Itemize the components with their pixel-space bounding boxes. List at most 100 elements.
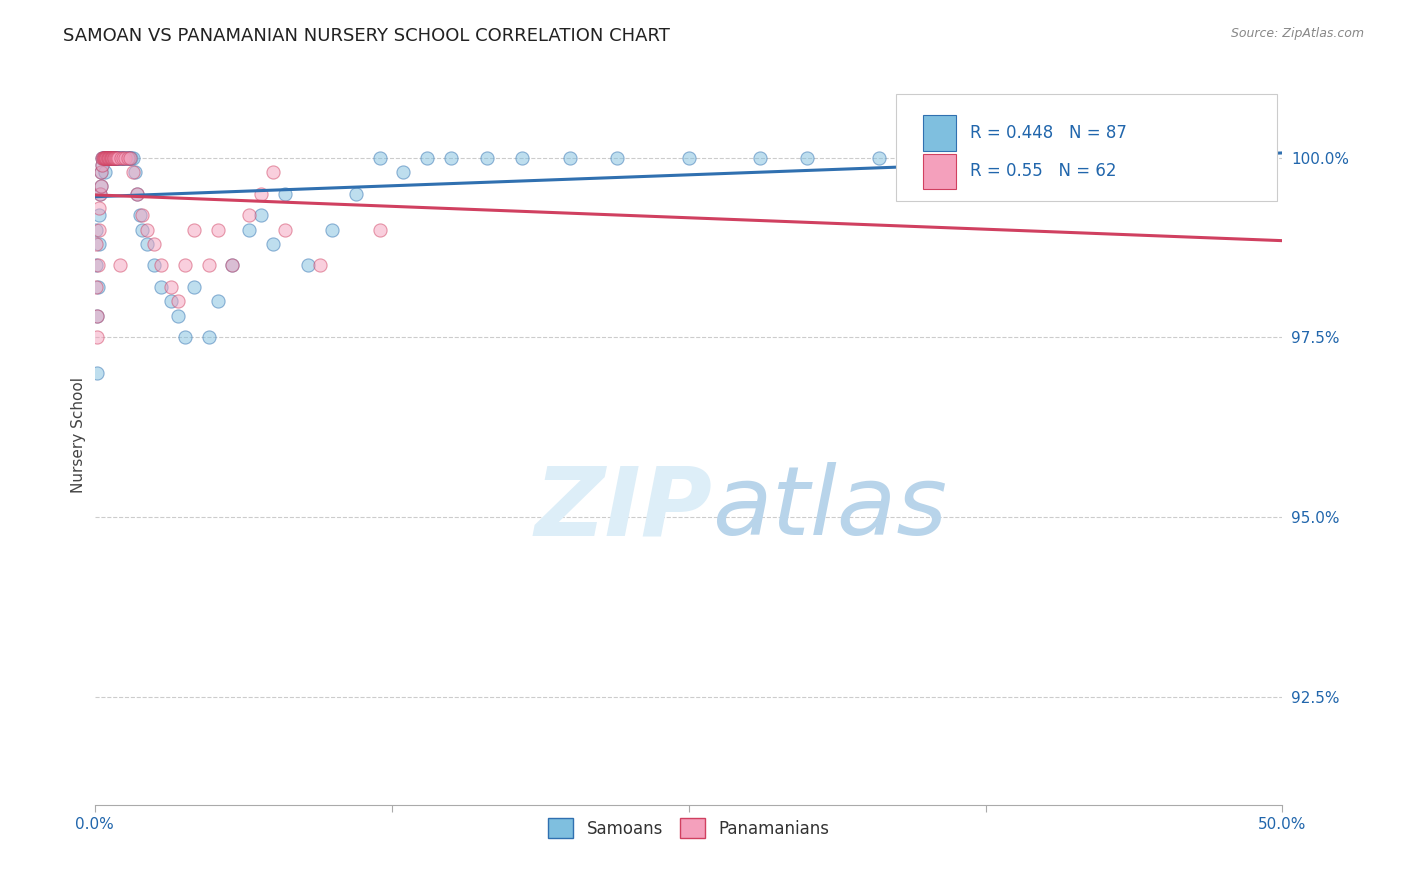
Point	[868, 151, 890, 165]
Point	[112, 151, 135, 165]
Point	[135, 236, 157, 251]
Point	[183, 222, 205, 236]
Point	[91, 151, 114, 165]
Point	[96, 151, 118, 165]
Point	[124, 165, 146, 179]
Point	[159, 280, 181, 294]
Point	[90, 179, 112, 194]
Point	[93, 165, 115, 179]
Point	[110, 151, 132, 165]
Point	[100, 151, 122, 165]
Point	[1223, 151, 1246, 165]
Point	[91, 151, 114, 165]
Text: SAMOAN VS PANAMANIAN NURSERY SCHOOL CORRELATION CHART: SAMOAN VS PANAMANIAN NURSERY SCHOOL CORR…	[63, 27, 671, 45]
Point	[89, 186, 111, 201]
Point	[87, 222, 110, 236]
Point	[309, 259, 332, 273]
Point	[98, 151, 121, 165]
Point	[127, 186, 149, 201]
Point	[159, 294, 181, 309]
Point	[90, 179, 112, 194]
Point	[128, 208, 150, 222]
Point	[131, 208, 153, 222]
Point	[207, 222, 229, 236]
Point	[86, 280, 108, 294]
Point	[166, 309, 188, 323]
Point	[84, 236, 107, 251]
Point	[120, 151, 142, 165]
Point	[107, 151, 129, 165]
Text: Source: ZipAtlas.com: Source: ZipAtlas.com	[1230, 27, 1364, 40]
Point	[98, 151, 121, 165]
Point	[135, 222, 157, 236]
Point	[273, 186, 295, 201]
Text: ZIP: ZIP	[534, 462, 713, 555]
Point	[103, 151, 125, 165]
Point	[94, 151, 117, 165]
Point	[150, 259, 173, 273]
Point	[117, 151, 139, 165]
Point	[104, 151, 127, 165]
Point	[321, 222, 343, 236]
Point	[115, 151, 138, 165]
Point	[96, 151, 118, 165]
Point	[86, 259, 108, 273]
Point	[98, 151, 121, 165]
Point	[262, 236, 284, 251]
Point	[368, 222, 391, 236]
Point	[114, 151, 136, 165]
Point	[86, 309, 108, 323]
Point	[262, 165, 284, 179]
Point	[87, 280, 110, 294]
Point	[90, 158, 112, 172]
Point	[197, 330, 219, 344]
Point	[238, 222, 260, 236]
Point	[121, 165, 143, 179]
Point	[101, 151, 124, 165]
Point	[120, 151, 142, 165]
Point	[250, 186, 273, 201]
Point	[96, 151, 118, 165]
Point	[100, 151, 122, 165]
Point	[93, 151, 115, 165]
Point	[183, 280, 205, 294]
Point	[89, 165, 111, 179]
Point	[166, 294, 188, 309]
Point	[297, 259, 319, 273]
Point	[97, 151, 120, 165]
Point	[114, 151, 136, 165]
Point	[86, 367, 108, 381]
Point	[93, 151, 115, 165]
Point	[93, 151, 115, 165]
Point	[94, 151, 117, 165]
Point	[111, 151, 134, 165]
Point	[103, 151, 125, 165]
Point	[87, 236, 110, 251]
Point	[91, 151, 114, 165]
Point	[97, 151, 120, 165]
Point	[87, 259, 110, 273]
Point	[96, 151, 118, 165]
Point	[939, 151, 962, 165]
Point	[173, 259, 195, 273]
Point	[344, 186, 367, 201]
Point	[103, 151, 125, 165]
FancyBboxPatch shape	[897, 94, 1277, 201]
Point	[368, 151, 391, 165]
Point	[105, 151, 128, 165]
Point	[94, 151, 117, 165]
Point	[97, 151, 120, 165]
Point	[89, 201, 111, 215]
Point	[93, 151, 115, 165]
Point	[104, 151, 127, 165]
Y-axis label: Nursery School: Nursery School	[72, 376, 86, 492]
Text: R = 0.448   N = 87: R = 0.448 N = 87	[970, 124, 1128, 142]
Point	[86, 330, 108, 344]
Point	[127, 186, 149, 201]
Point	[107, 151, 129, 165]
Point	[143, 259, 166, 273]
Point	[173, 330, 195, 344]
Point	[150, 280, 173, 294]
Point	[89, 208, 111, 222]
Point	[606, 151, 628, 165]
